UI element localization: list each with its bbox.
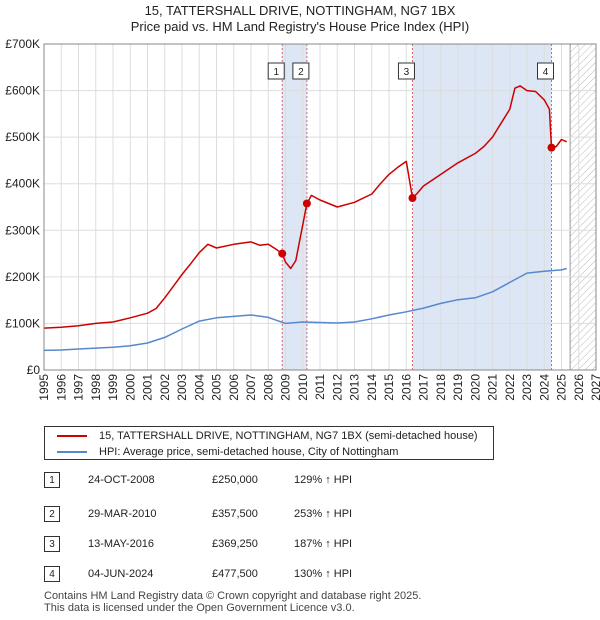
footer-licence: This data is licensed under the Open Gov… <box>44 602 355 614</box>
x-tick-label: 2022 <box>503 374 517 401</box>
footer: Contains HM Land Registry data © Crown c… <box>44 590 421 614</box>
sale-row: 3 13-MAY-2016 £369,250 187% ↑ HPI <box>44 536 464 554</box>
legend: 15, TATTERSHALL DRIVE, NOTTINGHAM, NG7 1… <box>44 426 494 460</box>
x-tick-label: 1997 <box>72 374 86 401</box>
sale-hpi-change: 129% ↑ HPI <box>294 474 353 486</box>
sale-label-number: 1 <box>273 67 279 78</box>
sale-point <box>278 249 287 258</box>
sale-price: £357,500 <box>212 508 258 520</box>
x-tick-label: 2024 <box>537 374 551 401</box>
sale-date: 04-JUN-2024 <box>88 568 154 580</box>
legend-item-property: 15, TATTERSHALL DRIVE, NOTTINGHAM, NG7 1… <box>45 428 493 444</box>
x-tick-label: 2025 <box>555 374 569 401</box>
x-tick-label: 2010 <box>296 374 310 401</box>
sale-label-box <box>267 62 285 80</box>
chart-subtitle: Price paid vs. HM Land Registry's House … <box>130 19 470 34</box>
sale-hpi-change: 253% ↑ HPI <box>294 508 353 520</box>
y-tick-label: £100K <box>5 316 40 330</box>
sale-label-number: 3 <box>404 67 410 78</box>
sale-label-number: 4 <box>543 67 549 78</box>
y-tick-label: £0 <box>27 363 41 377</box>
chart-title: 15, TATTERSHALL DRIVE, NOTTINGHAM, NG7 1… <box>144 3 456 18</box>
sale-hpi-change: 130% ↑ HPI <box>294 568 353 580</box>
future-hatch <box>570 44 596 370</box>
x-tick-label: 2009 <box>279 374 293 401</box>
property-price-line <box>43 85 568 329</box>
sale-point <box>302 199 311 208</box>
x-tick-label: 2018 <box>434 374 448 401</box>
x-tick-label: 2007 <box>244 374 258 401</box>
sale-date: 24-OCT-2008 <box>88 474 155 486</box>
sale-date: 29-MAR-2010 <box>88 508 157 520</box>
x-tick-label: 2003 <box>175 374 189 401</box>
x-tick-label: 2020 <box>468 374 482 401</box>
x-tick-label: 2005 <box>210 374 224 401</box>
y-tick-label: £400K <box>5 177 40 191</box>
sale-label-number: 2 <box>298 67 304 78</box>
x-tick-label: 1995 <box>37 374 51 401</box>
x-tick-label: 2012 <box>330 374 344 401</box>
sale-price: £250,000 <box>212 474 258 486</box>
x-tick-label: 2027 <box>589 374 600 401</box>
sale-price: £477,500 <box>212 568 258 580</box>
sale-label-box <box>536 62 554 80</box>
sale-date: 13-MAY-2016 <box>88 538 155 550</box>
legend-label-hpi: HPI: Average price, semi-detached house,… <box>99 446 399 458</box>
sale-row: 4 04-JUN-2024 £477,500 130% ↑ HPI <box>44 566 464 584</box>
hpi-line <box>43 267 567 352</box>
x-tick-label: 2016 <box>399 374 413 401</box>
x-tick-label: 2021 <box>486 374 500 401</box>
sale-number: 2 <box>44 506 60 522</box>
x-tick-label: 2019 <box>451 374 465 401</box>
x-tick-label: 2026 <box>572 374 586 401</box>
sale-number: 1 <box>44 472 60 488</box>
x-tick-label: 2000 <box>123 374 137 401</box>
x-tick-label: 2017 <box>417 374 431 401</box>
sale-row: 2 29-MAR-2010 £357,500 253% ↑ HPI <box>44 506 464 524</box>
sale-price: £369,250 <box>212 538 258 550</box>
x-tick-label: 2008 <box>261 374 275 401</box>
legend-label-property: 15, TATTERSHALL DRIVE, NOTTINGHAM, NG7 1… <box>99 430 478 442</box>
sale-number: 4 <box>44 566 60 582</box>
y-tick-label: £600K <box>5 84 40 98</box>
sale-row: 1 24-OCT-2008 £250,000 129% ↑ HPI <box>44 472 464 490</box>
footer-copyright: Contains HM Land Registry data © Crown c… <box>44 590 422 602</box>
x-tick-label: 1999 <box>106 374 120 401</box>
x-tick-label: 2001 <box>141 374 155 401</box>
x-tick-label: 1998 <box>89 374 103 401</box>
sale-label-box <box>292 62 310 80</box>
x-tick-label: 2006 <box>227 374 241 401</box>
plot-border <box>43 43 597 371</box>
price-chart: 1 2 3 4 £0 £100K £200K £300K £400K £500K £600K £700… <box>5 37 600 401</box>
x-tick-label: 2011 <box>313 374 327 400</box>
sale-number: 3 <box>44 536 60 552</box>
legend-swatch-hpi <box>57 451 87 453</box>
chart-title-block: 15, TATTERSHALL DRIVE, NOTTINGHAM, NG7 1… <box>0 3 600 35</box>
y-tick-label: £300K <box>5 223 40 237</box>
y-tick-label: £200K <box>5 270 40 284</box>
ownership-band <box>412 44 552 370</box>
sale-hpi-change: 187% ↑ HPI <box>294 538 353 550</box>
sale-point <box>408 194 417 203</box>
y-tick-label: £700K <box>5 37 40 51</box>
legend-swatch-property <box>57 435 87 437</box>
x-tick-label: 2015 <box>382 374 396 401</box>
sale-label-box <box>397 62 415 80</box>
sale-point <box>547 143 556 152</box>
x-tick-label: 2014 <box>365 374 379 401</box>
x-tick-label: 2004 <box>192 374 206 401</box>
x-tick-label: 2013 <box>348 374 362 401</box>
y-tick-label: £500K <box>5 130 40 144</box>
x-tick-label: 2002 <box>158 374 172 401</box>
x-tick-label: 2023 <box>520 374 534 401</box>
legend-item-hpi: HPI: Average price, semi-detached house,… <box>45 444 493 460</box>
x-tick-label: 1996 <box>54 374 68 401</box>
